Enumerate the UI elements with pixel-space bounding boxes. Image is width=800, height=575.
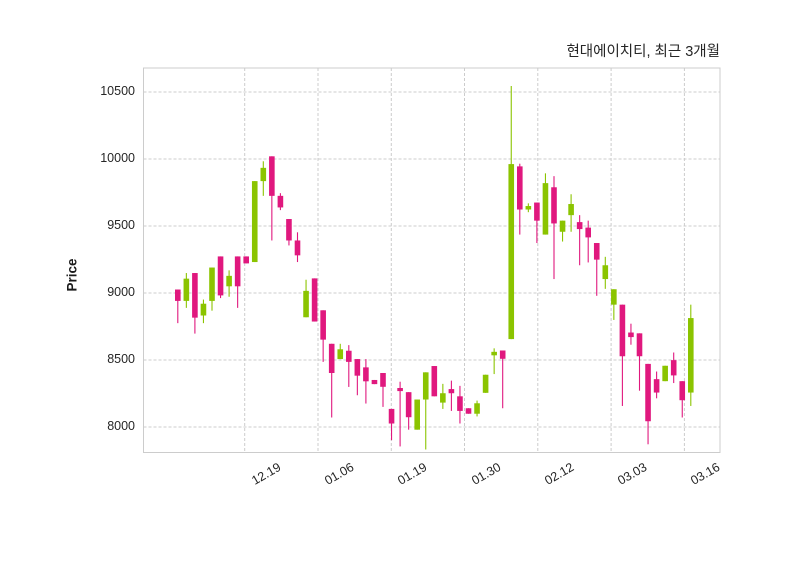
svg-text:Price: Price <box>65 258 80 292</box>
